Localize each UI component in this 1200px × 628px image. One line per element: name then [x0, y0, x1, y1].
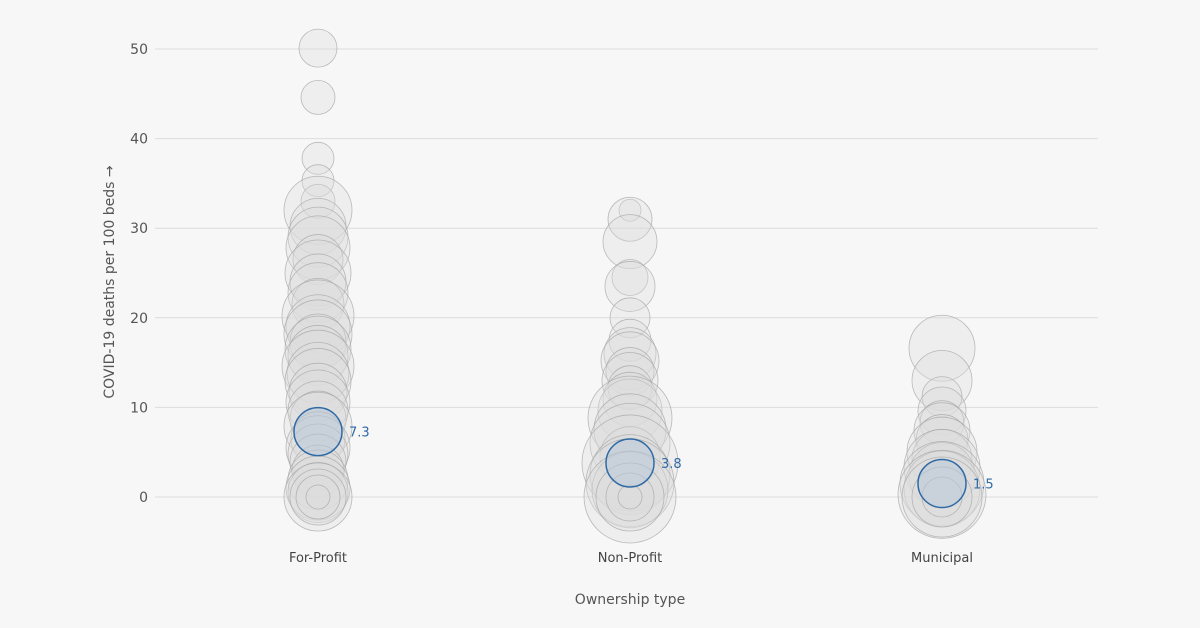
- data-bubble: [605, 347, 655, 396]
- data-bubble: [300, 183, 336, 219]
- data-bubble: [283, 462, 353, 532]
- data-bubble: [284, 315, 352, 383]
- data-bubble: [603, 327, 657, 381]
- data-bubble: [607, 196, 653, 242]
- y-axis-ticks: 0 10 20 30 40 50: [130, 42, 148, 506]
- y-tick-label: 50: [130, 42, 148, 58]
- x-category-label: For-Profit: [289, 551, 347, 566]
- data-bubble: [919, 400, 965, 446]
- data-bubble: [604, 261, 656, 312]
- data-bubble: [283, 175, 353, 245]
- data-bubble: [609, 297, 651, 339]
- y-tick-label: 20: [130, 311, 148, 327]
- x-axis-categories: For-Profit Non-Profit Municipal: [289, 551, 973, 566]
- data-bubble: [601, 352, 659, 409]
- y-tick-label: 40: [130, 132, 148, 148]
- data-bubble: [284, 239, 352, 307]
- data-bubble: [283, 299, 353, 369]
- x-category-label: Non-Profit: [598, 551, 663, 566]
- data-bubble: [617, 484, 643, 510]
- x-category-label: Municipal: [911, 551, 973, 566]
- data-bubble: [301, 164, 335, 198]
- data-bubble: [287, 325, 349, 386]
- y-tick-label: 30: [130, 221, 148, 237]
- median-label: 1.5: [973, 478, 994, 493]
- data-bubble: [908, 314, 976, 382]
- median-bubble: [917, 458, 967, 509]
- y-axis-title: COVID-19 deaths per 100 beds →: [102, 165, 118, 399]
- bubbles-layer: [281, 28, 987, 544]
- x-axis-title: Ownership type: [575, 592, 685, 608]
- data-bubble: [917, 386, 967, 436]
- y-tick-label: 10: [130, 400, 148, 416]
- data-bubble: [300, 79, 336, 115]
- data-bubble: [618, 198, 642, 222]
- data-bubble: [301, 141, 335, 175]
- data-bubble: [286, 341, 350, 405]
- data-bubble: [285, 294, 351, 360]
- y-tick-label: 0: [139, 490, 148, 506]
- median-bubble: [293, 406, 343, 457]
- data-bubble: [911, 350, 973, 411]
- data-bubble: [611, 259, 649, 296]
- median-bubble: [605, 438, 655, 488]
- data-bubble: [921, 376, 963, 418]
- data-bubble: [602, 214, 658, 270]
- data-bubble: [292, 234, 344, 285]
- data-bubble: [305, 484, 331, 510]
- median-layer: 7.3 3.8 1.5: [293, 406, 994, 509]
- data-bubble: [295, 474, 341, 520]
- median-label: 3.8: [661, 457, 682, 472]
- data-bubble: [287, 462, 349, 523]
- data-bubble: [600, 331, 660, 391]
- data-bubble: [287, 262, 349, 324]
- data-bubble: [289, 468, 347, 526]
- data-bubble: [298, 28, 338, 68]
- median-label: 7.3: [349, 426, 370, 441]
